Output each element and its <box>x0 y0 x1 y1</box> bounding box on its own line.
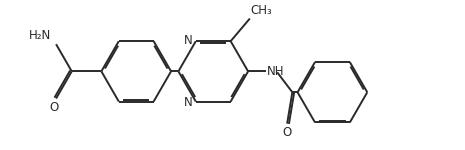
Text: O: O <box>50 101 59 114</box>
Text: N: N <box>183 96 192 109</box>
Text: CH₃: CH₃ <box>251 4 272 17</box>
Text: H₂N: H₂N <box>29 29 52 42</box>
Text: O: O <box>283 126 292 139</box>
Text: NH: NH <box>267 65 285 78</box>
Text: N: N <box>183 34 192 47</box>
